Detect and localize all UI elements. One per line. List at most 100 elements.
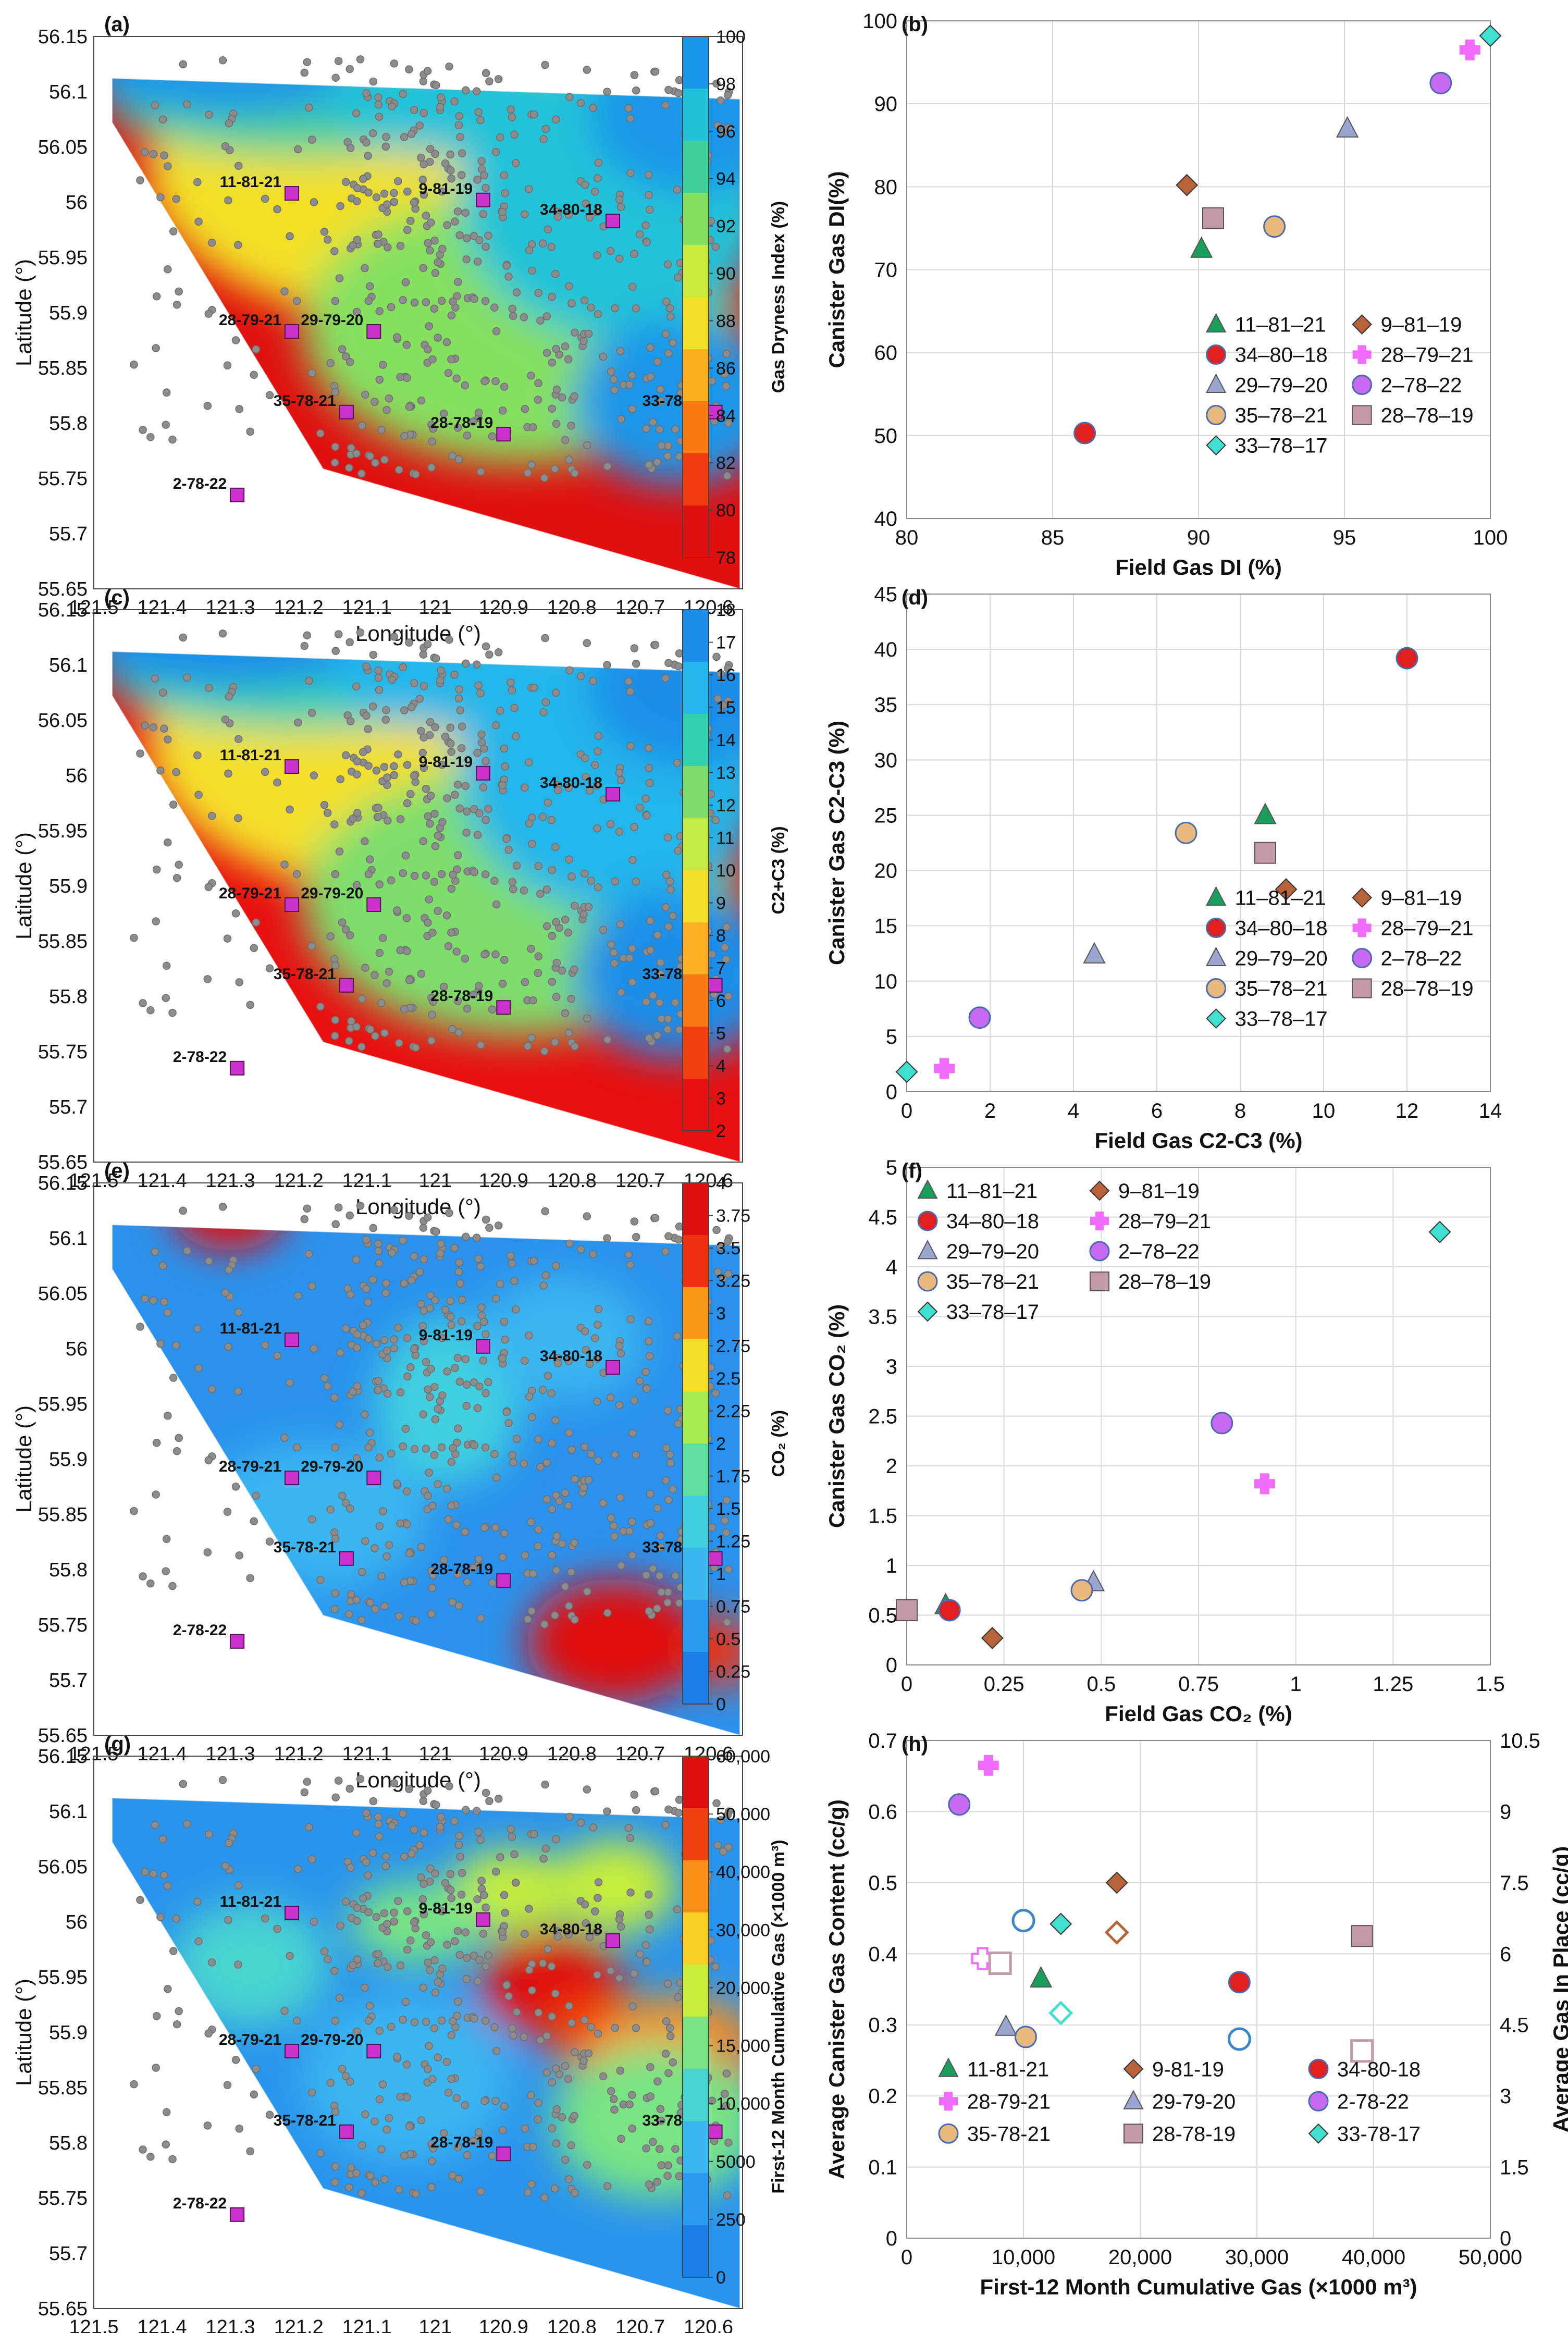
legend-marker bbox=[1205, 886, 1227, 906]
y-tick-label: 30 bbox=[874, 749, 898, 772]
well-dot bbox=[581, 2016, 589, 2025]
colorbar-tick-label: 0.75 bbox=[716, 1597, 750, 1617]
x-tick-label: 0.25 bbox=[984, 1673, 1024, 1696]
well-dot bbox=[480, 950, 489, 959]
well-dot bbox=[642, 997, 650, 1006]
well-dot bbox=[385, 967, 393, 976]
well-dot bbox=[364, 1443, 373, 1452]
colorbar-segment bbox=[683, 1235, 709, 1288]
well-dot bbox=[442, 1484, 451, 1493]
well-dot bbox=[507, 105, 515, 114]
well-dot bbox=[335, 1421, 344, 1429]
well-dot bbox=[305, 676, 313, 685]
well-dot bbox=[579, 910, 588, 919]
x-tick-label: 121.5 bbox=[69, 2316, 118, 2333]
x-tick-label: 14 bbox=[1479, 1100, 1502, 1122]
well-dot bbox=[300, 1215, 308, 1224]
colorbar-segment bbox=[683, 2121, 709, 2174]
well-dot bbox=[205, 110, 213, 119]
well-dot bbox=[470, 1441, 478, 1450]
well-dot bbox=[250, 2090, 258, 2099]
well-dot bbox=[175, 287, 183, 296]
well-dot bbox=[616, 920, 625, 929]
well-dot bbox=[334, 1776, 343, 1785]
well-dot bbox=[576, 1818, 585, 1827]
well-dot bbox=[470, 868, 478, 877]
legend-marker bbox=[1206, 918, 1227, 939]
well-dot bbox=[657, 970, 665, 979]
well-dot bbox=[172, 768, 180, 776]
well-dot bbox=[500, 1891, 509, 1899]
well-dot bbox=[417, 969, 426, 978]
well-dot bbox=[485, 1797, 493, 1805]
well-dot bbox=[477, 730, 486, 738]
well-dot bbox=[371, 459, 379, 467]
well-dot bbox=[663, 833, 672, 842]
well-dot bbox=[542, 2068, 551, 2077]
well-dot bbox=[477, 157, 486, 165]
well-marker bbox=[476, 1912, 490, 1927]
well-dot bbox=[446, 150, 454, 159]
well-dot bbox=[529, 2143, 537, 2151]
well-dot bbox=[539, 1855, 548, 1863]
well-dot bbox=[651, 1787, 660, 1796]
well-dot bbox=[463, 1577, 472, 1586]
well-dot bbox=[380, 1336, 389, 1344]
well-dot bbox=[664, 1805, 673, 1814]
well-dot bbox=[661, 903, 670, 911]
well-dot bbox=[502, 262, 511, 270]
well-dot bbox=[430, 2024, 439, 2033]
well-dot bbox=[453, 1353, 462, 1362]
well-dot bbox=[565, 666, 574, 675]
well-dot bbox=[474, 1828, 483, 1836]
well-dot bbox=[361, 1537, 369, 1546]
well-dot bbox=[541, 1844, 550, 1853]
well-dot bbox=[474, 108, 483, 117]
colorbar-tick-label: 60,000 bbox=[716, 1747, 770, 1767]
well-dot bbox=[453, 780, 462, 789]
well-dot bbox=[361, 964, 369, 972]
well-dot bbox=[362, 711, 371, 720]
well-dot bbox=[564, 784, 573, 792]
well-dot bbox=[630, 1791, 639, 1799]
well-dot bbox=[657, 441, 665, 450]
x-tick-label: 30,000 bbox=[1225, 2246, 1289, 2269]
contour-blob bbox=[112, 651, 386, 688]
well-dot bbox=[331, 647, 340, 655]
well-dot bbox=[655, 1572, 664, 1580]
well-dot bbox=[326, 932, 335, 941]
well-dot bbox=[576, 98, 585, 107]
well-dot bbox=[399, 663, 408, 672]
well-dot bbox=[624, 104, 633, 113]
legend-label: 35–78–21 bbox=[946, 1270, 1039, 1293]
well-dot bbox=[451, 1364, 459, 1372]
colorbar-segment bbox=[683, 2225, 709, 2278]
legend-label: 11–81–21 bbox=[1235, 887, 1326, 910]
well-dot bbox=[151, 674, 159, 683]
well-dot bbox=[723, 1618, 732, 1626]
well-dot bbox=[292, 1443, 301, 1452]
data-point bbox=[1459, 39, 1480, 60]
y2-tick-label: 3 bbox=[1500, 2085, 1511, 2108]
well-dot bbox=[454, 1424, 462, 1433]
well-dot bbox=[674, 1419, 682, 1428]
well-dot bbox=[472, 1233, 481, 1242]
well-dot bbox=[303, 631, 312, 639]
well-dot bbox=[310, 771, 318, 780]
legend-label: 34-80-18 bbox=[1337, 2058, 1421, 2081]
well-dot bbox=[172, 195, 180, 203]
well-dot bbox=[410, 872, 419, 880]
well-dot bbox=[488, 2152, 497, 2160]
well-dot bbox=[457, 744, 466, 752]
well-dot bbox=[527, 945, 535, 953]
well-dot bbox=[561, 2062, 570, 2070]
well-dot bbox=[422, 784, 430, 793]
well-dot bbox=[393, 333, 401, 341]
well-dot bbox=[472, 660, 481, 669]
well-dot bbox=[529, 1830, 538, 1838]
y2-tick-label: 7.5 bbox=[1500, 1872, 1529, 1895]
well-dot bbox=[456, 706, 464, 714]
well-dot bbox=[364, 2016, 373, 2025]
well-dot bbox=[552, 115, 560, 124]
well-dot bbox=[509, 885, 517, 894]
